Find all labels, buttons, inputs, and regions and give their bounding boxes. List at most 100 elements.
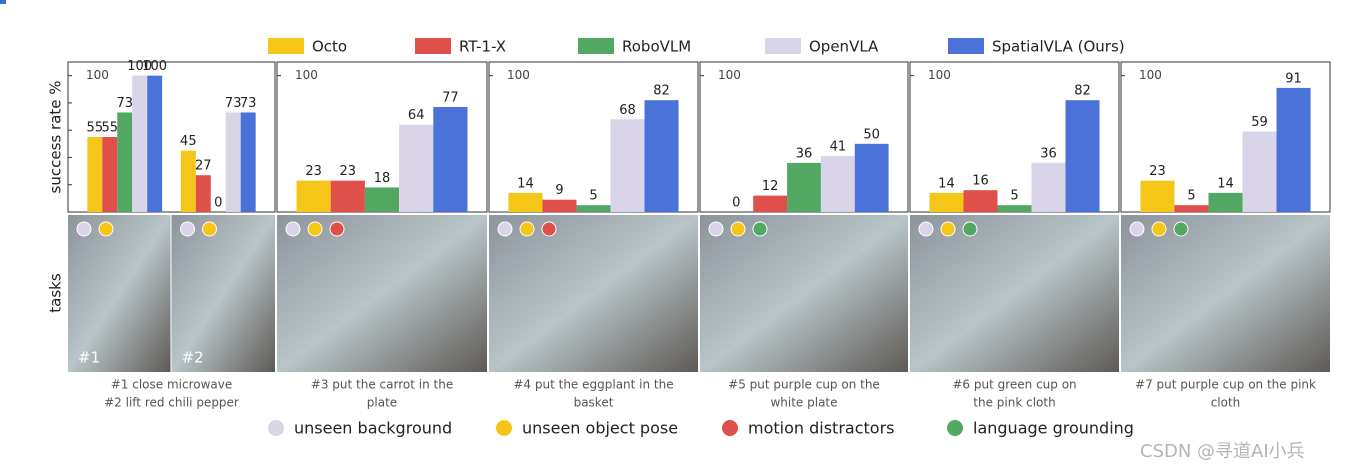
condition-dot bbox=[76, 221, 92, 237]
value-label: 73 bbox=[116, 96, 133, 111]
task-caption: plate bbox=[367, 396, 397, 410]
y-tick-label: 100 bbox=[86, 68, 109, 82]
condition-dot bbox=[180, 221, 195, 237]
bar bbox=[399, 124, 434, 212]
bar bbox=[854, 143, 889, 212]
task-photo bbox=[171, 215, 275, 372]
task-caption: #2 lift red chili pepper bbox=[104, 396, 239, 410]
task-caption: the pink cloth bbox=[973, 396, 1055, 410]
value-label: 100 bbox=[127, 59, 152, 74]
condition-dot bbox=[307, 221, 323, 237]
value-label: 5 bbox=[589, 189, 597, 204]
value-label: 14 bbox=[517, 176, 534, 191]
condition-dot bbox=[202, 221, 217, 237]
condition-dot bbox=[519, 221, 535, 237]
bar bbox=[180, 150, 196, 212]
value-label: 36 bbox=[1040, 146, 1057, 161]
condition-dot bbox=[98, 221, 114, 237]
task-photo bbox=[489, 215, 698, 372]
value-label: 23 bbox=[340, 164, 357, 179]
condition-legend-label: motion distractors bbox=[748, 419, 894, 438]
legend-swatch bbox=[578, 38, 614, 54]
condition-legend-dot bbox=[947, 420, 963, 436]
bar bbox=[132, 75, 148, 213]
value-label: 55 bbox=[102, 121, 119, 136]
bar bbox=[576, 205, 611, 212]
condition-dot bbox=[918, 221, 934, 237]
bar bbox=[963, 190, 998, 212]
bar bbox=[542, 199, 577, 212]
legend-label: SpatialVLA (Ours) bbox=[992, 38, 1125, 56]
bar bbox=[787, 162, 821, 212]
value-label: 18 bbox=[374, 171, 391, 186]
bar bbox=[364, 187, 400, 212]
value-label: 64 bbox=[408, 108, 425, 123]
bar bbox=[330, 180, 365, 212]
bar bbox=[1031, 162, 1066, 212]
value-label: 12 bbox=[762, 179, 779, 194]
legend-swatch bbox=[765, 38, 801, 54]
bar bbox=[820, 156, 855, 212]
task-caption: cloth bbox=[1211, 396, 1241, 410]
bar bbox=[1174, 205, 1209, 212]
condition-legend-dot bbox=[722, 420, 738, 436]
bar bbox=[753, 195, 788, 212]
value-label: 27 bbox=[195, 159, 212, 174]
bar bbox=[644, 100, 679, 212]
bar bbox=[1242, 131, 1277, 212]
y-axis-label: success rate % bbox=[47, 81, 65, 194]
bar bbox=[1065, 100, 1100, 212]
bar bbox=[195, 175, 211, 212]
legend-label: Octo bbox=[312, 38, 347, 56]
value-label: 0 bbox=[214, 196, 222, 211]
task-photo bbox=[277, 215, 487, 372]
legend-label: OpenVLA bbox=[809, 38, 879, 56]
legend-swatch bbox=[415, 38, 451, 54]
value-label: 5 bbox=[1010, 189, 1018, 204]
bar bbox=[225, 112, 241, 212]
value-label: 5 bbox=[1187, 189, 1195, 204]
legend-swatch bbox=[268, 38, 304, 54]
value-label: 14 bbox=[938, 176, 955, 191]
value-label: 23 bbox=[1149, 164, 1166, 179]
condition-dot bbox=[1151, 221, 1167, 237]
task-caption: white plate bbox=[770, 396, 837, 410]
condition-dot bbox=[752, 221, 768, 237]
task-photo bbox=[68, 215, 171, 372]
task-caption: #7 put purple cup on the pink bbox=[1135, 378, 1316, 392]
bar bbox=[87, 137, 103, 212]
task-caption: #4 put the eggplant in the bbox=[513, 378, 673, 392]
bar bbox=[117, 112, 133, 212]
bar bbox=[102, 137, 118, 212]
bar bbox=[929, 192, 964, 212]
value-label: 41 bbox=[830, 140, 847, 155]
corner-mark bbox=[0, 0, 6, 4]
bar bbox=[1208, 192, 1243, 212]
task-caption: #5 put purple cup on the bbox=[728, 378, 880, 392]
condition-dot bbox=[730, 221, 746, 237]
value-label: 14 bbox=[1217, 176, 1234, 191]
condition-dot bbox=[541, 221, 557, 237]
y-tick-label: 100 bbox=[928, 68, 951, 82]
bar bbox=[1140, 180, 1175, 212]
condition-legend-label: unseen background bbox=[294, 419, 452, 438]
bar bbox=[147, 75, 163, 213]
bar bbox=[610, 119, 645, 212]
value-label: 23 bbox=[305, 164, 322, 179]
legend-label: RoboVLM bbox=[622, 38, 691, 56]
condition-legend-label: language grounding bbox=[973, 419, 1134, 438]
value-label: 73 bbox=[225, 96, 242, 111]
condition-dot bbox=[1129, 221, 1145, 237]
condition-legend-label: unseen object pose bbox=[522, 419, 678, 438]
bar bbox=[1276, 87, 1311, 212]
photo-label: #2 bbox=[182, 349, 204, 367]
bar bbox=[296, 180, 331, 212]
task-caption: #6 put green cup on bbox=[952, 378, 1076, 392]
condition-dot bbox=[285, 221, 301, 237]
value-label: 55 bbox=[87, 121, 104, 136]
task-photo bbox=[700, 215, 908, 372]
condition-dot bbox=[708, 221, 724, 237]
value-label: 36 bbox=[796, 146, 813, 161]
value-label: 68 bbox=[619, 103, 636, 118]
